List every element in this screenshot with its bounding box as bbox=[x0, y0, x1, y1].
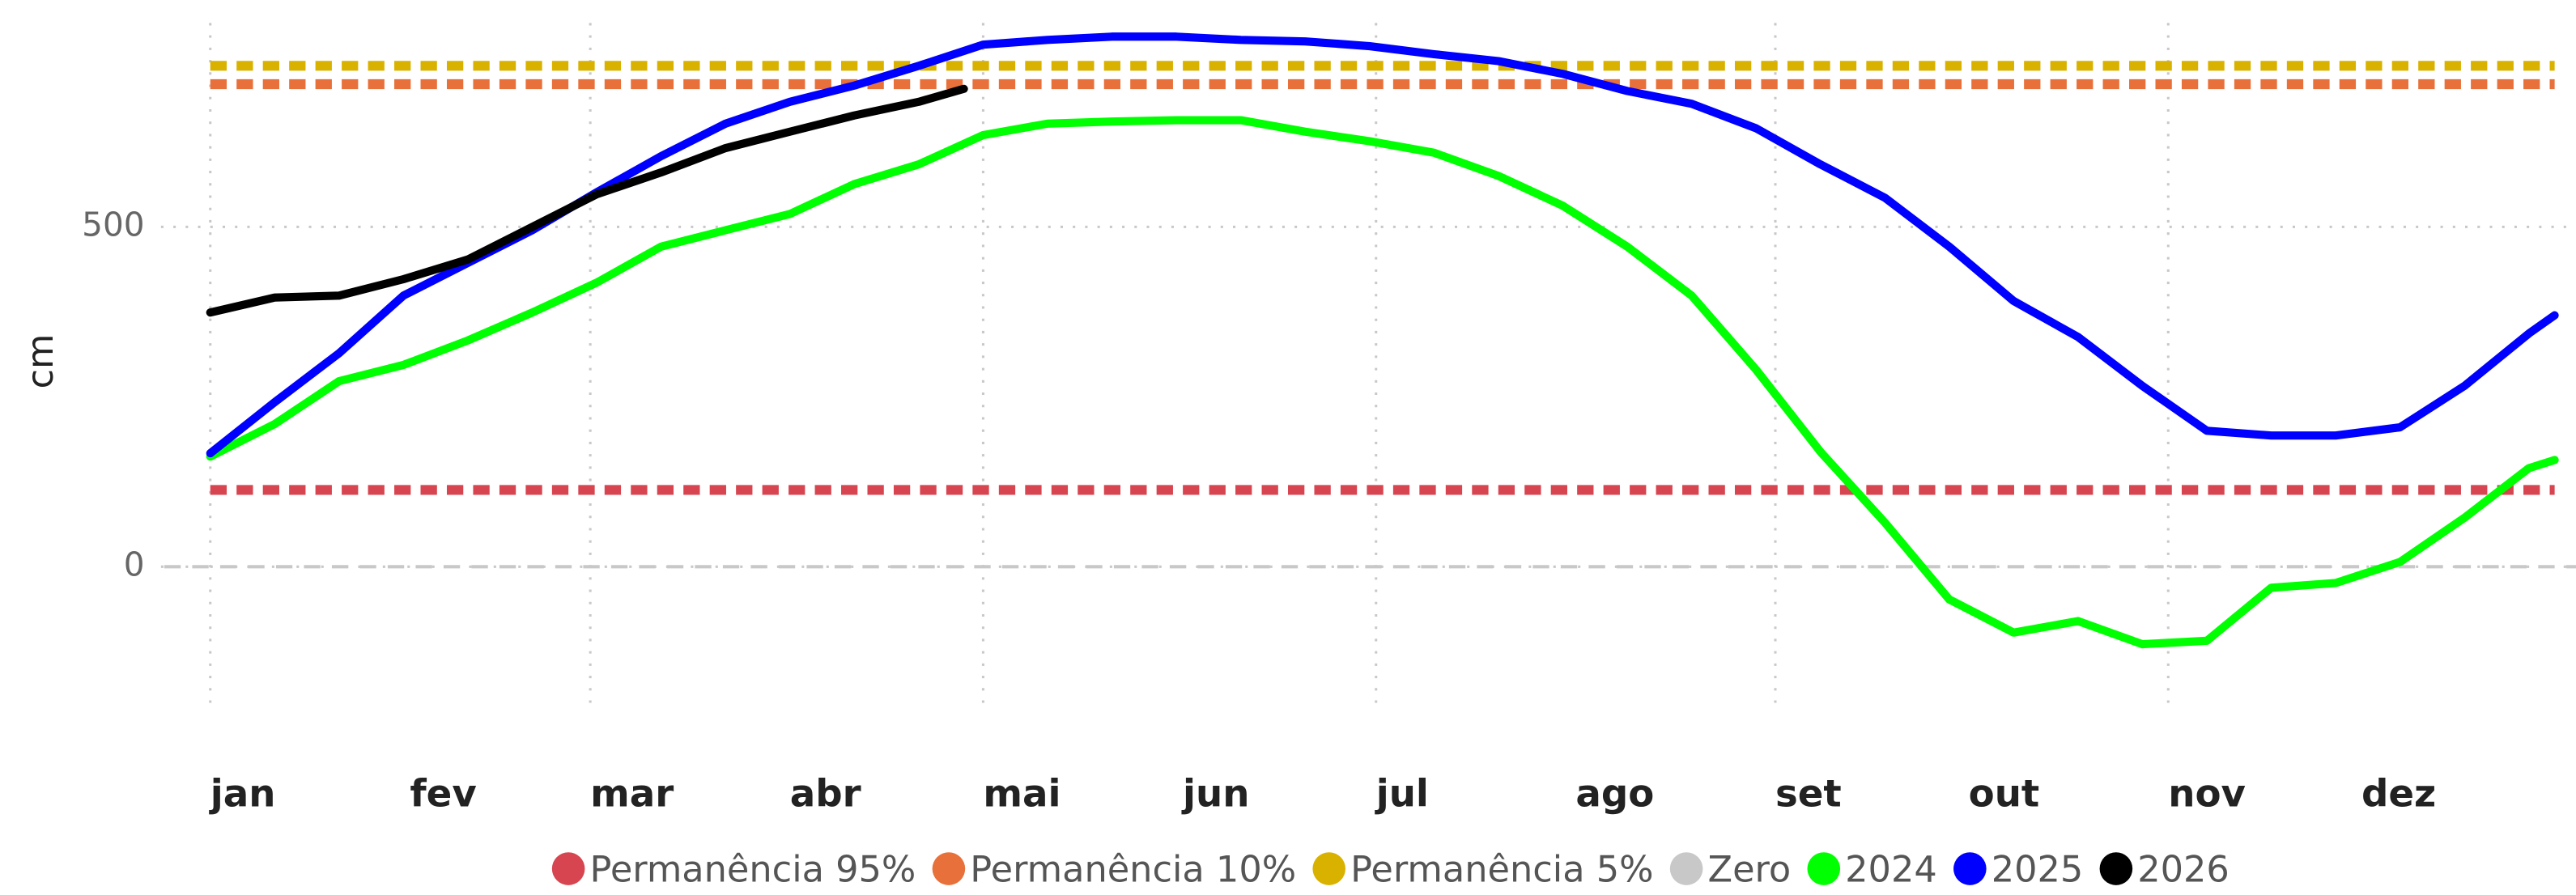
x-tick-label: nov bbox=[2168, 773, 2246, 817]
legend-label: Zero bbox=[1707, 849, 1791, 891]
series-line bbox=[206, 32, 2559, 458]
y-tick-label: 500 bbox=[82, 205, 144, 244]
x-tick-label: jan bbox=[209, 773, 276, 817]
legend-label: 2026 bbox=[2137, 849, 2230, 891]
x-tick-label: set bbox=[1775, 773, 1842, 817]
series-line bbox=[206, 116, 2559, 649]
x-tick-label: jun bbox=[1181, 773, 1249, 817]
legend-label: 2025 bbox=[1992, 849, 2084, 891]
x-tick-label: fev bbox=[410, 773, 476, 817]
legend-label: Permanência 95% bbox=[590, 849, 916, 891]
x-tick-label: dez bbox=[2361, 773, 2436, 817]
x-tick-label: jul bbox=[1375, 773, 1429, 817]
legend-label: Permanência 5% bbox=[1350, 849, 1653, 891]
legend-marker bbox=[932, 852, 966, 885]
legend-marker bbox=[1669, 852, 1703, 885]
x-tick-label: out bbox=[1969, 773, 2040, 817]
series-line bbox=[206, 84, 968, 317]
y-axis-label: cm bbox=[19, 333, 62, 388]
y-tick-label: 0 bbox=[124, 545, 145, 583]
legend-marker bbox=[551, 852, 585, 885]
legend-marker bbox=[1953, 852, 1987, 885]
x-tick-label: ago bbox=[1575, 773, 1654, 817]
legend-marker bbox=[1807, 852, 1841, 885]
legend-label: Permanência 10% bbox=[970, 849, 1296, 891]
legend-label: 2024 bbox=[1845, 849, 1937, 891]
x-tick-label: abr bbox=[790, 773, 861, 817]
legend-marker bbox=[1312, 852, 1346, 885]
x-tick-label: mar bbox=[590, 773, 674, 817]
legend-marker bbox=[2099, 852, 2133, 885]
x-tick-label: mai bbox=[983, 773, 1061, 817]
legend: Permanência 95% Permanência 10% Permanênci… bbox=[551, 849, 2230, 891]
